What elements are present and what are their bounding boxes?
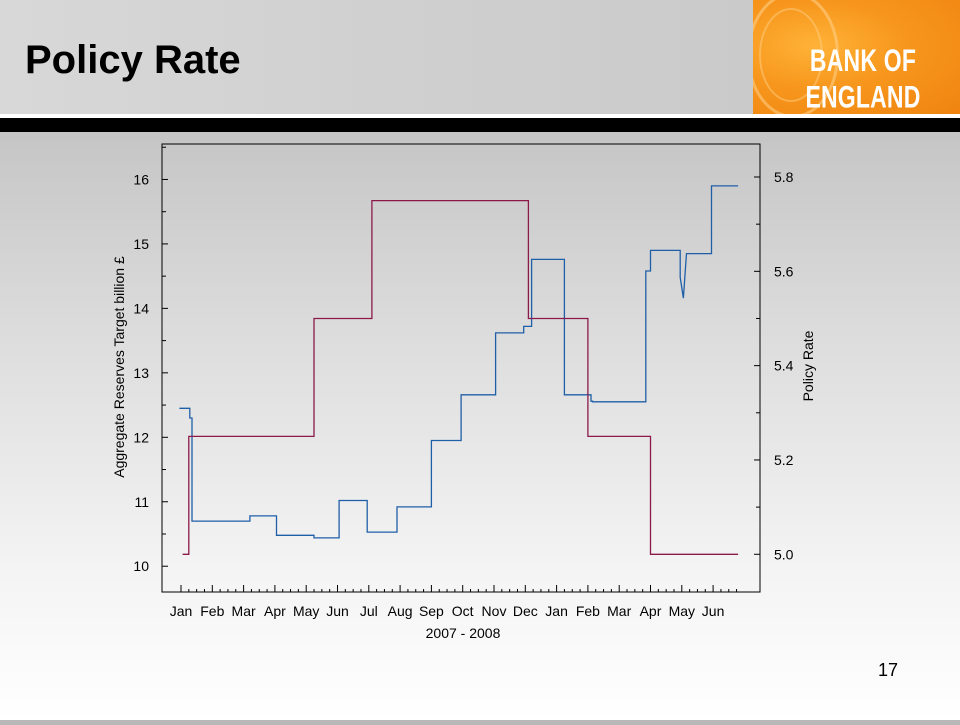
x-tick-label: Mar <box>232 603 256 619</box>
x-tick-label: Jun <box>326 603 349 619</box>
right-tick-label: 5.8 <box>774 169 794 185</box>
bank-of-england-logo: BANK OF ENGLAND <box>753 0 960 114</box>
page-number: 17 <box>877 660 899 680</box>
x-tick-label: Apr <box>264 603 286 619</box>
slide-title: Policy Rate <box>25 38 241 82</box>
policy-rate-line <box>182 199 739 555</box>
x-tick-label: Dec <box>513 603 538 619</box>
right-axis-label: Policy Rate <box>800 330 816 401</box>
x-tick-label: Mar <box>607 603 631 619</box>
x-tick-label: Jun <box>702 603 725 619</box>
plot-frame <box>161 143 761 593</box>
x-tick-label: Feb <box>576 603 600 619</box>
left-tick-label: 12 <box>133 429 149 445</box>
left-tick-label: 14 <box>133 300 149 316</box>
reserves-target-line <box>179 185 739 539</box>
right-tick-label: 5.2 <box>774 452 794 468</box>
left-axis-label: Aggregate Reserves Target billion £ <box>111 256 127 478</box>
x-tick-label: Jul <box>360 603 378 619</box>
x-tick-label: Jan <box>545 603 568 619</box>
x-tick-label: Aug <box>388 603 413 619</box>
x-tick-label: Nov <box>482 603 507 619</box>
header-divider-white <box>0 114 960 118</box>
right-tick-label: 5.6 <box>774 263 794 279</box>
x-axis-label: 2007 - 2008 <box>426 625 501 641</box>
x-tick-label: May <box>669 603 695 619</box>
left-tick-label: 11 <box>134 494 149 510</box>
left-tick-label: 16 <box>133 171 149 187</box>
x-tick-label: Apr <box>640 603 662 619</box>
x-tick-label: Oct <box>452 603 474 619</box>
x-tick-label: May <box>293 603 319 619</box>
x-tick-label: Jan <box>170 603 193 619</box>
right-tick-label: 5.0 <box>774 546 794 562</box>
x-tick-label: Feb <box>200 603 224 619</box>
left-tick-label: 15 <box>133 236 149 252</box>
logo-seal-ring <box>753 0 839 114</box>
logo-seal-inner-ring <box>759 8 823 102</box>
x-tick-label: Sep <box>419 603 444 619</box>
left-tick-label: 10 <box>133 558 149 574</box>
right-tick-label: 5.4 <box>774 358 794 374</box>
left-tick-label: 13 <box>133 365 149 381</box>
header-divider-black <box>0 118 960 132</box>
logo-text: BANK OF ENGLAND <box>805 42 921 114</box>
